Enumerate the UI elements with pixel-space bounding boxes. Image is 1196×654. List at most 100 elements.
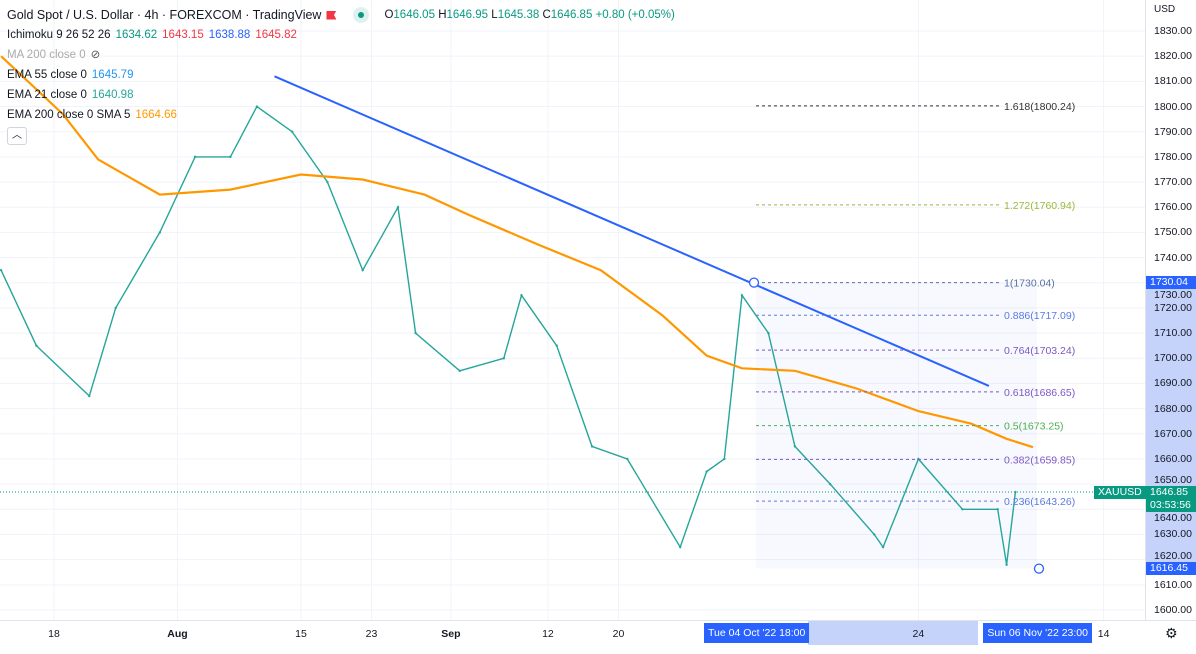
fib-level-label: 0.618(1686.65) [1004, 387, 1075, 399]
price-point [626, 457, 629, 461]
time-range-highlight [808, 621, 978, 646]
indicator-name: EMA 21 close 0 [7, 89, 87, 101]
chevron-up-icon: ︿ [12, 130, 22, 141]
price-point [502, 357, 506, 360]
price-point [996, 508, 999, 511]
indicator-row[interactable]: Ichimoku 9 26 52 26 1634.62 1643.15 1638.88… [7, 25, 675, 45]
indicator-name: MA 200 close 0 [7, 49, 86, 61]
indicator-row[interactable]: EMA 21 close 0 1640.98 [7, 85, 675, 105]
price-range-highlight [1146, 282, 1196, 569]
indicator-value: 1640.98 [91, 89, 134, 101]
fib-extension[interactable]: 1.618(1800.24) 1.272(1760.94) 1(1730.04) 0.… [756, 101, 1075, 508]
price-point [458, 369, 461, 373]
price-point [590, 445, 594, 448]
y-tick-label: 1730.00 [1154, 289, 1192, 302]
price-point [290, 130, 294, 133]
price-point [361, 268, 364, 272]
anchor-low-marker[interactable] [1033, 563, 1045, 574]
fib-level-label: 0.236(1643.26) [1004, 496, 1075, 508]
y-tick-label: 1710.00 [1154, 327, 1192, 340]
y-tick-label: 1610.00 [1154, 578, 1192, 591]
market-open-icon [353, 7, 370, 23]
change-value: +0.80 (+0.05%) [595, 9, 675, 21]
open-value: 1646.05 [393, 9, 435, 21]
indicator-value: 1645.82 [255, 29, 297, 41]
fib-level-label: 0.764(1703.24) [1004, 345, 1075, 357]
y-tick-label: 1630.00 [1154, 528, 1192, 541]
price-point [0, 268, 3, 272]
x-tick-label: 14 [1097, 628, 1110, 640]
x-tick-label: 24 [912, 628, 925, 640]
y-tick-label: 1830.00 [1154, 25, 1192, 37]
legend: Gold Spot / U.S. Dollar · 4h · FOREXCOM … [7, 5, 675, 145]
price-point [414, 331, 417, 335]
price-point [88, 394, 91, 398]
bar-countdown: 03:53:56 [1150, 498, 1191, 511]
open-label: O [384, 9, 394, 21]
y-tick-label: 1680.00 [1154, 402, 1192, 415]
grid-lines [0, 0, 1145, 620]
trend-line[interactable] [274, 75, 990, 387]
y-tick-label: 1820.00 [1154, 50, 1192, 63]
price-point [1014, 490, 1017, 494]
price-point [396, 206, 400, 209]
x-tick-label: 18 [48, 628, 60, 640]
indicator-value: 1645.79 [91, 69, 134, 81]
eye-hidden-icon[interactable]: ⊘ [90, 49, 101, 61]
price-axis[interactable]: USD 1830.00 1820.00 1810.00 1800.00 1790.00 1… [1145, 0, 1196, 620]
y-tick-label: 1780.00 [1154, 150, 1192, 163]
y-tick-label: 1600.00 [1154, 604, 1192, 616]
collapse-legend-button[interactable]: ︿ [7, 127, 27, 145]
price-point [114, 306, 117, 310]
x-tick-label: Aug [167, 628, 188, 640]
price-point [828, 482, 832, 486]
fib-level-label: 0.886(1717.09) [1004, 310, 1075, 322]
x-tick-label: 23 [365, 628, 378, 640]
y-tick-label: 1640.00 [1154, 511, 1192, 524]
x-tick-label: 15 [295, 628, 307, 640]
low-label: L [491, 9, 498, 21]
y-tick-label: 1750.00 [1154, 226, 1192, 239]
currency-label[interactable]: USD [1154, 4, 1176, 15]
price-point [555, 344, 558, 347]
x-tick-label: 12 [542, 628, 554, 640]
fib-level-label: 0.382(1659.85) [1004, 454, 1075, 466]
price-chart[interactable]: 1.618(1800.24) 1.272(1760.94) 1(1730.04) 0.… [0, 0, 1145, 620]
bottom-toolbar [0, 645, 1196, 654]
indicator-row[interactable]: EMA 55 close 0 1645.79 [7, 65, 675, 85]
price-point [520, 294, 523, 297]
fib-level-label: 1.618(1800.24) [1004, 101, 1075, 113]
price-point [193, 155, 197, 159]
settings-gear-icon[interactable]: ⚙ [1165, 625, 1178, 641]
price-point [723, 457, 726, 461]
price-point [881, 545, 885, 549]
price-point [326, 180, 329, 184]
fib-level-label: 0.5(1673.25) [1004, 421, 1064, 433]
flag-icon[interactable] [326, 10, 337, 20]
anchor-high-marker[interactable] [748, 277, 760, 288]
indicator-name: EMA 200 close 0 SMA 5 [7, 109, 131, 121]
ohlc-values: O1646.05 H1646.95 L1645.38 C1646.85 +0.8… [384, 5, 674, 25]
indicator-row[interactable]: EMA 200 close 0 SMA 5 1664.66 [7, 105, 675, 125]
price-point [255, 105, 259, 108]
indicator-value: 1664.66 [135, 109, 177, 121]
high-value: 1646.95 [446, 9, 489, 21]
y-tick-label: 1650.00 [1154, 473, 1192, 486]
price-point [158, 231, 162, 234]
ema200-line [0, 55, 1034, 449]
indicator-value: 1634.62 [115, 29, 158, 41]
price-point [705, 470, 708, 473]
price-point [679, 545, 682, 549]
series-layer [0, 55, 1034, 566]
indicator-row[interactable]: MA 200 close 0 ⊘ [7, 45, 675, 65]
indicator-value: 1643.15 [162, 29, 204, 41]
price-point [793, 445, 797, 448]
time-axis[interactable]: 18 Aug 15 23 Sep 12 20 24 14 Tue 04 Oct '22 18:0… [0, 620, 1196, 646]
fib-level-label: 1(1730.04) [1004, 278, 1055, 290]
price-point [229, 155, 232, 159]
symbol-label: XAUUSD [1094, 485, 1146, 499]
x-tick-label: 20 [612, 628, 625, 640]
symbol-title[interactable]: Gold Spot / U.S. Dollar · 4h · FOREXCOM … [7, 8, 322, 22]
y-tick-label: 1810.00 [1154, 75, 1192, 88]
close-value: 1646.85 [550, 9, 593, 21]
